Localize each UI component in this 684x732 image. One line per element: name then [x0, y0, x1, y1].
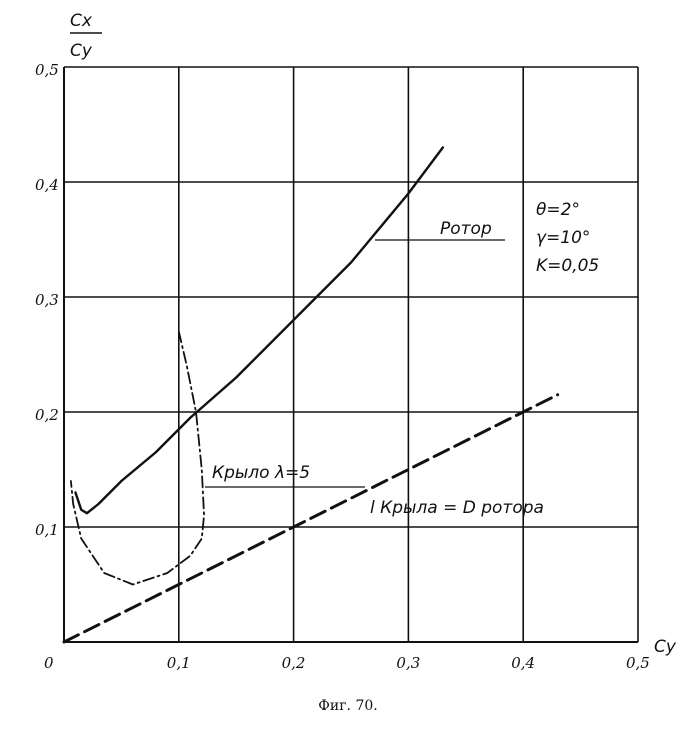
grid	[63, 66, 639, 643]
y-axis-label-denominator: Cy	[70, 41, 93, 61]
x-tick-label: 0,3	[396, 654, 420, 672]
y-tick-label: 0,3	[35, 291, 59, 309]
x-tick-label: 0,5	[626, 654, 650, 672]
y-tick-label: 0,5	[35, 61, 59, 79]
x-axis-label: Cy	[654, 637, 677, 657]
param-gamma: γ=10°	[536, 228, 590, 248]
x-tick-label: 0	[44, 654, 54, 672]
y-tick-label: 0,4	[35, 176, 59, 194]
series-line-1	[69, 330, 205, 586]
param-k: K=0,05	[536, 256, 599, 276]
y-tick-labels: 0,1 0,2 0,3 0,4 0,5	[35, 61, 59, 539]
x-tick-label: 0,4	[511, 654, 535, 672]
param-theta: θ=2°	[536, 200, 580, 220]
x-tick-label: 0,1	[167, 654, 191, 672]
x-tick-label: 0,2	[282, 654, 306, 672]
series-line-2	[62, 393, 560, 644]
series-line-0	[74, 146, 445, 515]
span-label: l Крыла = D ротора	[370, 498, 544, 518]
wing-label: Крыло λ=5	[212, 463, 310, 483]
rotor-label: Ротор	[440, 219, 492, 239]
y-tick-label: 0,2	[35, 406, 59, 424]
series	[62, 146, 560, 644]
x-tick-labels: 0 0,1 0,2 0,3 0,4 0,5	[44, 654, 650, 672]
figure-caption: Фиг. 70.	[318, 698, 377, 714]
y-axis-label-numerator: Cx	[70, 11, 93, 31]
y-tick-label: 0,1	[35, 521, 59, 539]
